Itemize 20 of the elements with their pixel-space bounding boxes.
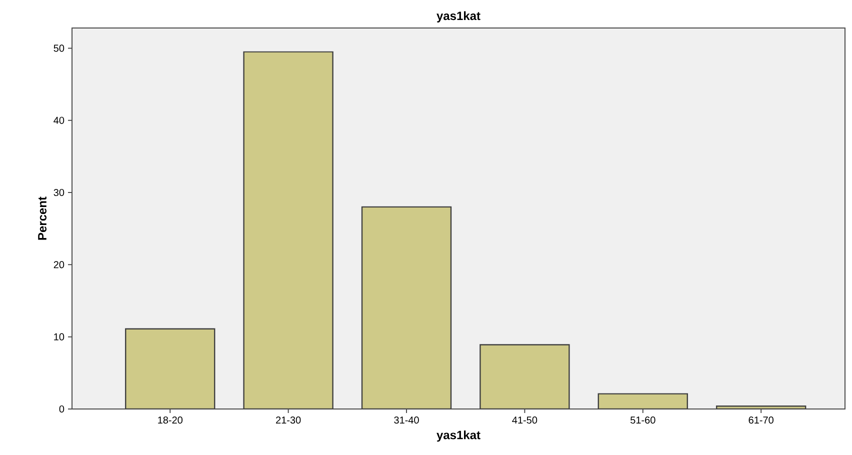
chart-title: yas1kat [436,11,480,22]
y-tick-label: 0 [59,405,64,413]
y-tick-label: 20 [54,261,64,268]
x-tick-label: 31-40 [394,416,419,424]
y-tick-label: 40 [54,116,64,124]
x-axis-title: yas1kat [436,430,480,442]
x-tick-label: 51-60 [630,416,656,424]
y-tick-label: 30 [54,188,64,196]
bar [361,206,452,409]
y-tick-label: 10 [54,333,64,340]
bar [244,52,333,409]
x-tick-label: 41-50 [512,416,538,424]
y-tick-label: 50 [54,44,64,52]
y-axis-title: Percent [38,196,46,240]
x-tick-label: 21-30 [276,416,301,424]
bar [598,393,688,409]
x-tick-label: 61-70 [748,416,774,424]
bar [480,344,570,409]
bar [125,328,216,409]
x-tick-label: 18-20 [158,416,183,424]
